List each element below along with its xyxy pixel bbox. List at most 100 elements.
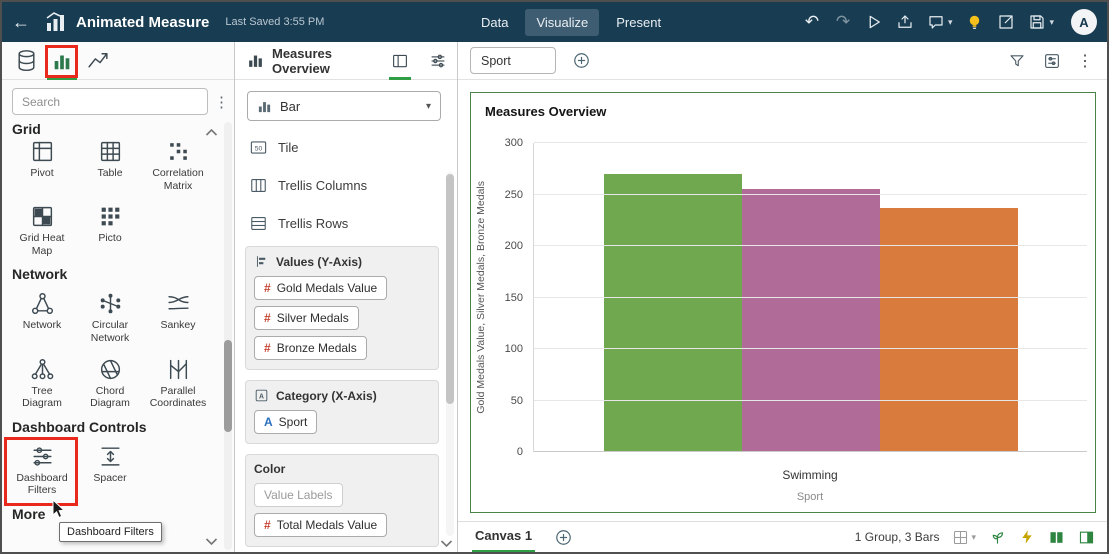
grammar-scroll-down-icon[interactable] <box>440 539 453 548</box>
main-area: Sport ⋮ Measures Overview Gold Medals Va… <box>458 42 1107 552</box>
viz-item-network[interactable]: Network <box>8 287 76 344</box>
bar-gold-medals-value[interactable] <box>603 173 742 452</box>
tab-visualize[interactable]: Visualize <box>525 8 600 36</box>
canvas-layout-toggle-1[interactable] <box>1048 529 1065 546</box>
viz-item-correlation-matrix[interactable]: Correlation Matrix <box>144 135 212 192</box>
viz-item-sankey[interactable]: Sankey <box>144 287 212 344</box>
open-in-new-icon[interactable] <box>997 11 1015 33</box>
tab-data[interactable]: Data <box>481 14 509 30</box>
redo-icon[interactable]: ↷ <box>835 12 851 31</box>
y-axis: 0 50 100 150 200 250 300 <box>489 137 529 458</box>
bars-group <box>534 143 1087 452</box>
layout-picker-button[interactable]: ▾ <box>952 529 976 546</box>
drop-target-tile[interactable]: 50 Tile <box>245 128 439 166</box>
chip-sport[interactable]: A Sport <box>254 410 318 434</box>
y-tick-label: 250 <box>504 188 523 201</box>
tab-data-elements[interactable] <box>8 42 44 80</box>
chart-title: Measures Overview <box>485 104 607 119</box>
app-logo-icon <box>46 12 64 31</box>
chip-bronze-medals[interactable]: # Bronze Medals <box>254 336 367 360</box>
y-axis-label-wrap: Gold Medals Value, Silver Medals, Bronze… <box>473 143 489 452</box>
status-text: 1 Group, 3 Bars <box>854 530 940 544</box>
viz-item-parallel-coordinates[interactable]: Parallel Coordinates <box>144 353 212 410</box>
canvas-tab-1[interactable]: Canvas 1 <box>472 522 536 552</box>
plot-area <box>533 142 1087 452</box>
chip-silver-medals[interactable]: # Silver Medals <box>254 306 359 330</box>
search-menu-icon[interactable]: ⋮ <box>214 93 229 111</box>
measure-icon: # <box>264 341 271 355</box>
share-icon[interactable] <box>896 11 914 33</box>
grammar-panel: Measures Overview Bar ▾ 50 Tile <box>235 42 458 552</box>
bar-bronze-medals[interactable] <box>879 207 1018 452</box>
canvas-settings-icon[interactable] <box>1042 51 1062 71</box>
filter-bar: Sport ⋮ <box>458 42 1107 80</box>
viz-item-tree-diagram[interactable]: Tree Diagram <box>8 353 76 410</box>
visualizations-sidebar: ⋮ Grid Pivot Table Correlation Matrix <box>2 42 235 552</box>
value-labels-drop-target[interactable]: Value Labels <box>254 483 343 507</box>
filter-chip-sport[interactable]: Sport <box>470 47 556 74</box>
attribute-icon: A <box>264 415 273 429</box>
viz-card[interactable]: Measures Overview Gold Medals Value, Sil… <box>470 92 1096 513</box>
y-tick-label: 0 <box>516 446 523 458</box>
x-axis-label: Sport <box>796 491 824 503</box>
drop-target-trellis-columns[interactable]: Trellis Columns <box>245 166 439 204</box>
trellis-rows-icon <box>251 216 266 230</box>
drop-target-trellis-rows[interactable]: Trellis Rows <box>245 204 439 242</box>
viz-item-spacer[interactable]: Spacer <box>76 440 144 497</box>
add-filter-icon[interactable] <box>571 51 591 71</box>
chip-gold-medals-value[interactable]: # Gold Medals Value <box>254 276 388 300</box>
comment-button[interactable]: ▾ <box>927 11 953 33</box>
viz-item-dashboard-filters[interactable]: Dashboard Filters <box>4 436 78 506</box>
viz-item-grid-heat-map[interactable]: Grid Heat Map <box>8 200 76 257</box>
active-tab-underline <box>47 76 77 80</box>
chip-total-medals-value[interactable]: # Total Medals Value <box>254 513 388 537</box>
x-axis-icon: A <box>255 389 268 402</box>
grammar-scrollbar[interactable] <box>446 172 454 536</box>
scroll-down-icon[interactable] <box>205 537 218 546</box>
workbook-title: Animated Measure <box>76 13 210 31</box>
bar-silver-medals[interactable] <box>741 189 880 452</box>
insights-bulb-icon[interactable] <box>965 11 984 33</box>
avatar[interactable]: A <box>1071 9 1097 35</box>
filter-funnel-icon[interactable] <box>1007 51 1027 71</box>
comment-icon[interactable] <box>927 11 945 33</box>
save-caret-icon[interactable]: ▾ <box>1049 16 1054 27</box>
sidebar-scrollbar-thumb[interactable] <box>224 340 232 432</box>
play-icon[interactable] <box>865 11 883 33</box>
scroll-up-icon[interactable] <box>205 128 218 137</box>
canvas-layout-toggle-2[interactable] <box>1078 529 1095 546</box>
viz-item-pivot[interactable]: Pivot <box>8 135 76 192</box>
grammar-tab-icon[interactable] <box>385 42 415 80</box>
gridline <box>534 142 1087 143</box>
canvas-menu-icon[interactable]: ⋮ <box>1077 52 1093 70</box>
trellis-columns-icon <box>251 178 266 192</box>
save-button[interactable]: ▾ <box>1028 11 1054 33</box>
settings-sliders-icon[interactable] <box>423 42 453 80</box>
grammar-scrollbar-thumb[interactable] <box>446 174 454 404</box>
grammar-scroll-area: 50 Tile Trellis Columns Trellis Rows Val… <box>235 128 442 552</box>
viz-type-select[interactable]: Bar ▾ <box>247 91 441 121</box>
save-icon[interactable] <box>1028 11 1046 33</box>
empty-cell <box>144 200 212 257</box>
tab-present[interactable]: Present <box>616 14 662 30</box>
performance-flash-button[interactable] <box>1019 529 1035 545</box>
auto-insights-button[interactable] <box>989 529 1006 546</box>
grammar-header: Measures Overview <box>235 42 457 80</box>
sidebar-scrollbar[interactable] <box>224 122 232 550</box>
circular-network-icon <box>100 294 120 314</box>
tab-analytics[interactable] <box>80 42 116 80</box>
viz-item-circular-network[interactable]: Circular Network <box>76 287 144 344</box>
y-tick-label: 300 <box>504 137 523 149</box>
bar-type-icon <box>258 101 271 112</box>
viz-item-chord-diagram[interactable]: Chord Diagram <box>76 353 144 410</box>
add-canvas-icon[interactable] <box>553 527 573 547</box>
viz-item-picto[interactable]: Picto <box>76 200 144 257</box>
section-more: More <box>12 505 46 522</box>
viz-item-table[interactable]: Table <box>76 135 144 192</box>
undo-icon[interactable]: ↶ <box>804 12 820 31</box>
search-input[interactable] <box>12 88 208 115</box>
tab-visualizations[interactable] <box>44 42 80 80</box>
comment-caret-icon[interactable]: ▾ <box>947 16 953 27</box>
back-icon[interactable]: ← <box>12 11 30 32</box>
